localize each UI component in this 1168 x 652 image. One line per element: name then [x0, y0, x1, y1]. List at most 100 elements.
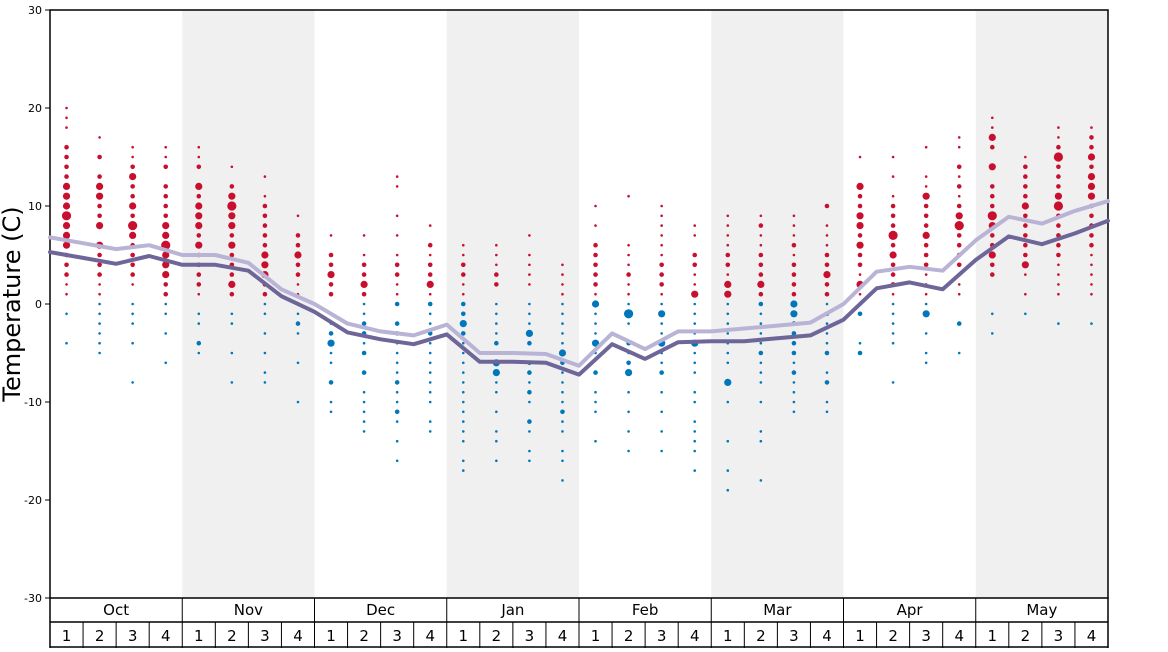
month-label: Apr [897, 601, 924, 619]
week-label: 2 [492, 627, 502, 645]
temperature-dot [891, 175, 895, 178]
temperature-dot [660, 322, 663, 325]
week-label: 3 [921, 627, 931, 645]
temperature-dot [428, 390, 432, 394]
temperature-dot [296, 400, 300, 404]
temperature-dot [428, 400, 432, 404]
temperature-dot [164, 361, 168, 365]
temperature-dot [693, 273, 697, 276]
temperature-dot [461, 459, 465, 463]
temperature-dot [1024, 273, 1027, 276]
temperature-dot [195, 241, 203, 249]
temperature-dot [1090, 273, 1093, 276]
temperature-dot [97, 213, 102, 219]
temperature-dot [263, 351, 267, 355]
temperature-dot [1057, 263, 1060, 267]
temperature-dot [660, 449, 663, 453]
temperature-dot [528, 283, 531, 286]
temperature-dot [1090, 283, 1093, 286]
temperature-dot [362, 400, 366, 404]
temperature-dot [261, 261, 269, 269]
y-tick-label: -30 [24, 592, 42, 605]
temperature-dot [825, 400, 829, 404]
temperature-dot [197, 322, 201, 325]
temperature-dot [426, 280, 434, 288]
temperature-dot [528, 302, 531, 306]
temperature-dot [627, 449, 630, 453]
temperature-dot [130, 252, 135, 258]
temperature-dot [98, 312, 101, 316]
temperature-dot [98, 322, 101, 325]
temperature-dot [1053, 201, 1064, 211]
week-label: 4 [690, 627, 700, 645]
temperature-dot [428, 381, 432, 384]
temperature-dot [128, 221, 138, 231]
temperature-dot [130, 272, 135, 277]
temperature-dot [561, 479, 564, 482]
temperature-dot [561, 292, 564, 296]
temperature-dot [594, 204, 597, 208]
temperature-dot [528, 400, 531, 404]
temperature-dot [164, 332, 168, 335]
temperature-dot [461, 351, 465, 355]
temperature-dot [1087, 153, 1096, 161]
temperature-dot [296, 332, 300, 335]
temperature-dot [923, 242, 929, 248]
temperature-dot [791, 340, 797, 346]
temperature-dot [759, 341, 763, 345]
week-label: 2 [95, 627, 105, 645]
temperature-dot [758, 291, 764, 297]
temperature-dot [825, 243, 829, 247]
temperature-dot [591, 339, 600, 347]
temperature-dot [922, 192, 930, 200]
temperature-dot [693, 224, 697, 227]
temperature-dot [461, 439, 465, 443]
temperature-dot [1090, 253, 1093, 257]
week-label: 4 [161, 627, 171, 645]
temperature-dot [923, 262, 929, 268]
temperature-dot [594, 292, 597, 296]
temperature-dot [1021, 261, 1029, 269]
temperature-dot [561, 322, 564, 325]
temperature-dot [362, 410, 366, 414]
temperature-dot [131, 322, 134, 325]
week-label: 2 [624, 627, 634, 645]
temperature-dot [889, 251, 897, 259]
temperature-dot [494, 340, 499, 346]
temperature-dot [329, 410, 333, 414]
temperature-dot [328, 252, 334, 258]
temperature-dot [162, 222, 170, 230]
temperature-dot [792, 410, 796, 414]
temperature-dot [857, 193, 863, 199]
temperature-dot [891, 332, 895, 335]
temperature-dot [527, 340, 532, 346]
temperature-dot [1090, 322, 1093, 325]
temperature-dot [627, 243, 630, 247]
average-lines [48, 199, 1110, 377]
temperature-dot [65, 292, 68, 296]
temperature-dot [957, 136, 961, 139]
temperature-dot [1056, 252, 1061, 258]
temperature-dot [1090, 126, 1093, 129]
temperature-dot [131, 312, 134, 316]
temperature-dot [627, 302, 630, 306]
temperature-dot [759, 439, 763, 443]
temperature-dot [1024, 155, 1027, 159]
temperature-dot [922, 231, 930, 239]
temperature-dot [97, 154, 102, 160]
temperature-dot [989, 262, 995, 268]
temperature-dot [627, 322, 630, 325]
temperature-dot [790, 310, 798, 318]
temperature-dot [65, 283, 68, 286]
week-label: 2 [227, 627, 237, 645]
temperature-dot [890, 242, 896, 248]
temperature-dot [561, 332, 564, 335]
temperature-dot [98, 341, 101, 345]
temperature-dot [461, 390, 465, 394]
temperature-dot [660, 234, 663, 237]
temperature-dot [692, 262, 698, 268]
average-high-line [48, 199, 1110, 368]
temperature-dot [824, 203, 830, 209]
temperature-dot [759, 361, 763, 365]
temperature-dot [791, 331, 797, 336]
